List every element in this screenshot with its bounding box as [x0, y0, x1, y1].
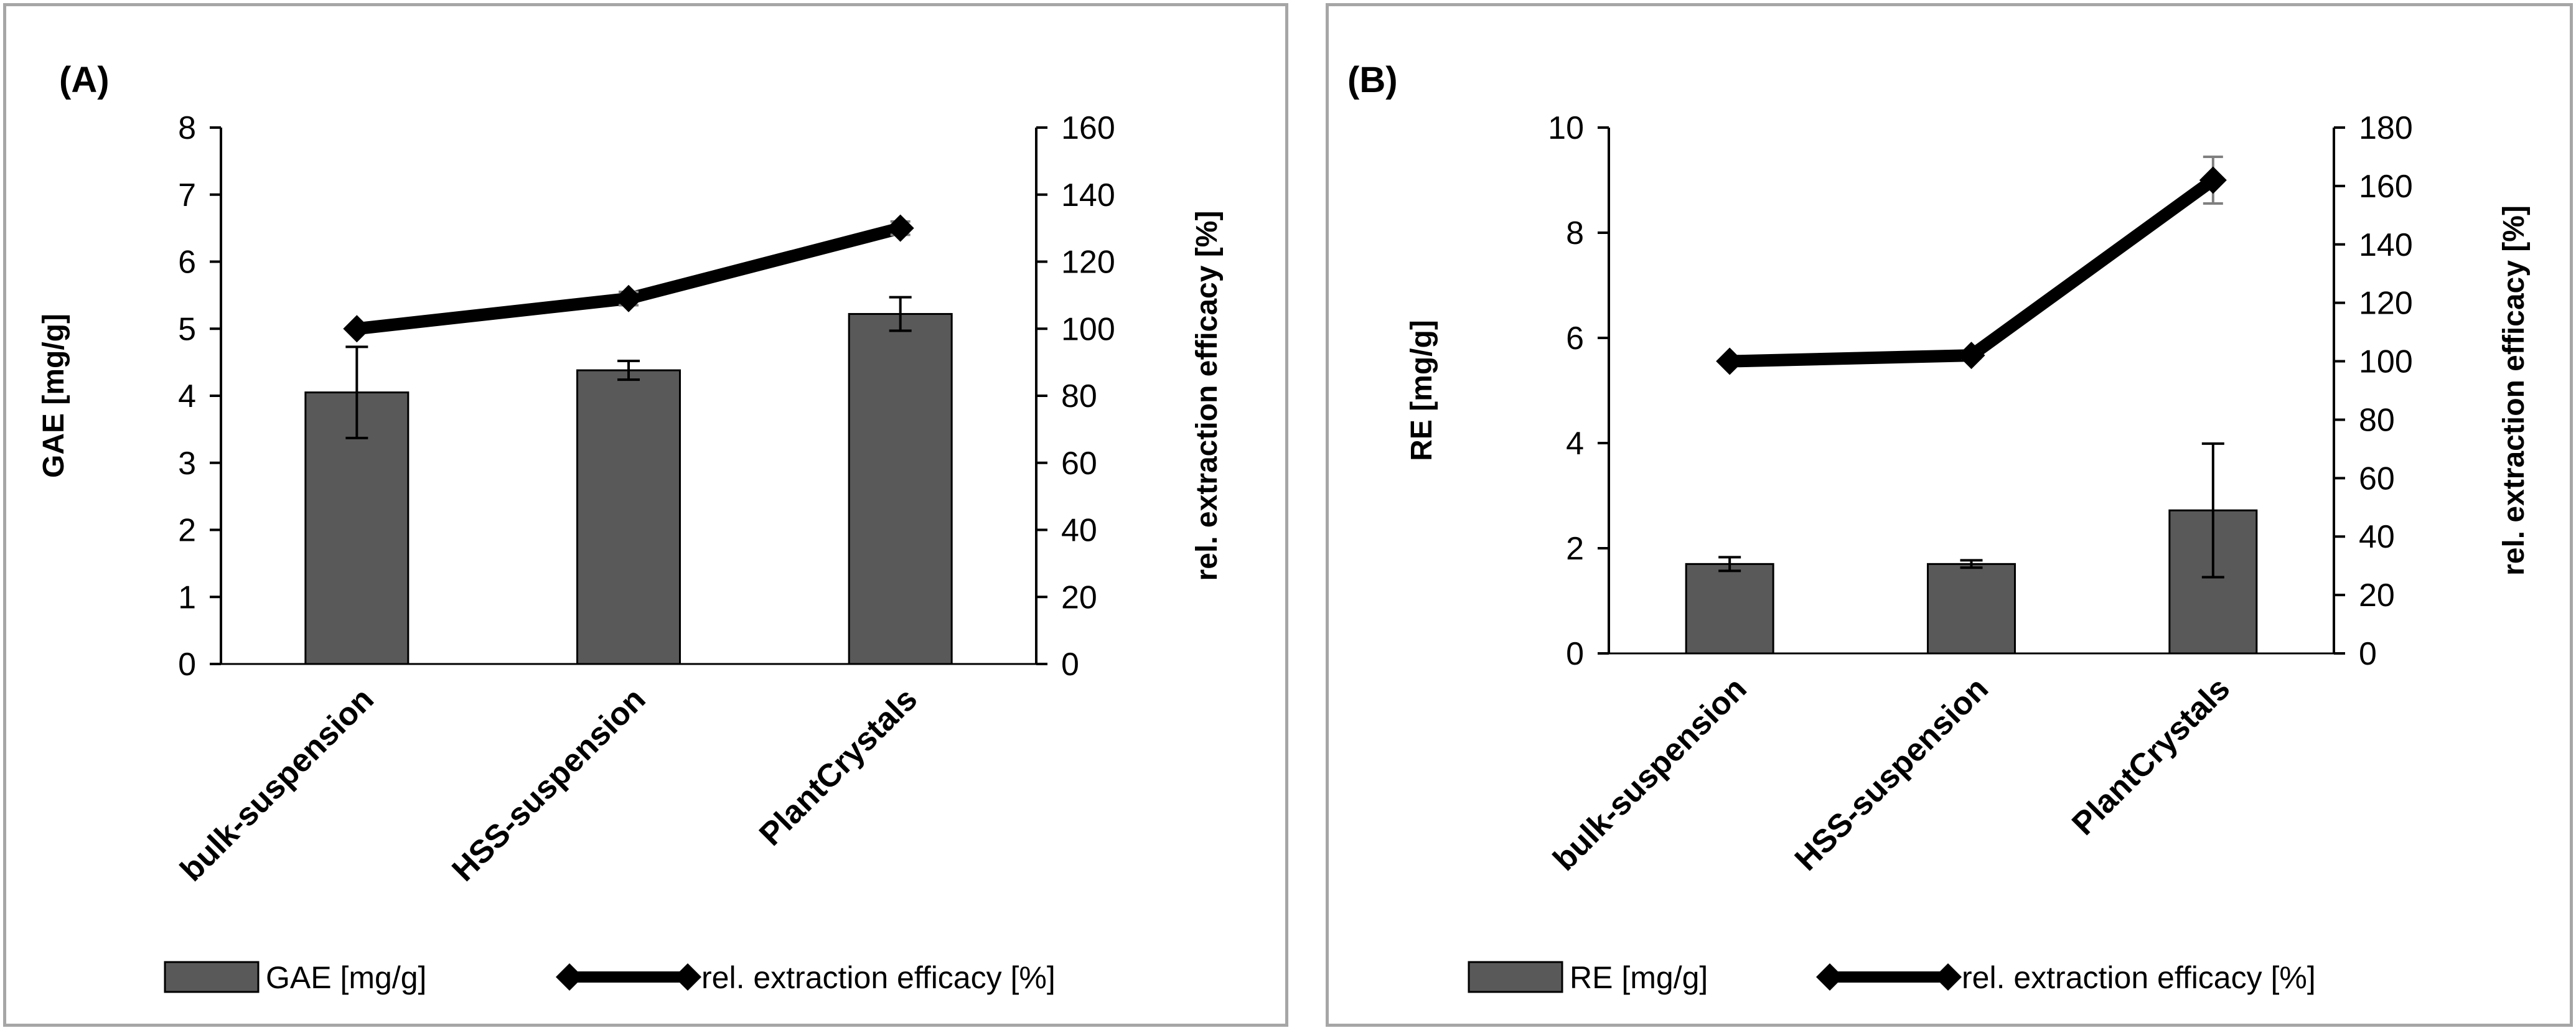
category-label: PlantCrystals: [2065, 670, 2237, 842]
line-marker: [343, 315, 371, 343]
legend-line-label: rel. extraction efficacy [%]: [1962, 960, 2316, 995]
line-marker: [886, 214, 914, 242]
panel-label: (B): [1347, 60, 1398, 100]
y-right-tick-label: 0: [1061, 647, 1079, 683]
y-right-tick-label: 80: [2359, 402, 2395, 438]
y-right-tick-label: 60: [2359, 460, 2395, 497]
category-label: PlantCrystals: [752, 681, 924, 853]
y-left-tick-label: 4: [1566, 426, 1584, 462]
y-left-tick-label: 1: [178, 579, 196, 615]
y-left-tick-label: 2: [178, 513, 196, 549]
y-left-tick-label: 5: [178, 311, 196, 347]
y-left-tick-label: 0: [178, 647, 196, 683]
bar: [576, 369, 681, 665]
bar: [1927, 563, 2016, 655]
y-right-tick-label: 160: [1061, 110, 1115, 146]
legend-bar-label: RE [mg/g]: [1570, 960, 1708, 995]
efficacy-line: [1729, 175, 2217, 368]
legend-bar-swatch: [164, 961, 260, 993]
y-left-tick-label: 6: [178, 245, 196, 281]
legend-line-marker: [556, 963, 583, 991]
chart-panel-b: (B) 0 2 4 6 8 10 0 20 40 60 80 100 120 140 160 180 RE [mg…: [1326, 3, 2573, 1027]
y-right-tick-label: 20: [1061, 579, 1097, 615]
legend-bar-label: GAE [mg/g]: [266, 960, 426, 995]
category-label: bulk-suspension: [174, 681, 381, 888]
y-left-tick-label: 10: [1548, 110, 1584, 146]
legend-line-marker: [1816, 963, 1843, 991]
y-right-tick-label: 180: [2359, 110, 2413, 146]
y-right-tick-label: 40: [2359, 519, 2395, 555]
y-left-axis-title: RE [mg/g]: [1405, 320, 1438, 461]
line-marker: [615, 284, 642, 312]
legend-bar-swatch: [1468, 961, 1563, 993]
panel-label: (A): [59, 60, 110, 100]
y-right-tick-label: 160: [2359, 169, 2413, 205]
y-right-tick-label: 120: [2359, 286, 2413, 322]
legend-line-marker: [1934, 963, 1962, 991]
y-right-tick-label: 100: [1061, 311, 1115, 347]
y-right-tick-label: 140: [2359, 227, 2413, 263]
y-left-tick-label: 7: [178, 177, 196, 213]
y-left-tick-label: 2: [1566, 531, 1584, 567]
bar: [848, 313, 953, 665]
legend-line-label: rel. extraction efficacy [%]: [701, 960, 1056, 995]
y-left-tick-label: 8: [1566, 215, 1584, 251]
y-left-tick-label: 8: [178, 110, 196, 146]
line-marker: [1716, 347, 1744, 375]
chart-panel-a: (A) 0 1 2 3 4 5 6 7 8 0 20 40 60 80 100 120 140 160 GAE [mg…: [3, 3, 1288, 1027]
line-marker: [2199, 166, 2227, 194]
y-left-tick-label: 6: [1566, 320, 1584, 357]
y-right-tick-label: 40: [1061, 513, 1097, 549]
line-marker: [1957, 342, 1985, 370]
y-left-tick-label: 3: [178, 446, 196, 482]
bar: [304, 391, 410, 665]
category-label: HSS-suspension: [1788, 670, 1995, 877]
y-right-tick-label: 120: [1061, 245, 1115, 281]
y-right-axis-title: rel. extraction efficacy [%]: [1191, 211, 1224, 581]
y-right-tick-label: 100: [2359, 344, 2413, 380]
y-right-tick-label: 0: [2359, 636, 2377, 672]
legend-line-marker: [674, 963, 701, 991]
y-right-tick-label: 60: [1061, 446, 1097, 482]
y-left-tick-label: 4: [178, 378, 196, 414]
category-label: bulk-suspension: [1546, 670, 1753, 877]
efficacy-line: [356, 222, 902, 335]
y-left-axis-title: GAE [mg/g]: [37, 314, 70, 478]
category-label: HSS-suspension: [445, 681, 652, 888]
y-right-tick-label: 140: [1061, 177, 1115, 213]
y-right-tick-label: 20: [2359, 577, 2395, 614]
bar: [1685, 563, 1774, 655]
y-right-tick-label: 80: [1061, 378, 1097, 414]
y-left-tick-label: 0: [1566, 636, 1584, 672]
y-right-axis-title: rel. extraction efficacy [%]: [2498, 205, 2531, 576]
